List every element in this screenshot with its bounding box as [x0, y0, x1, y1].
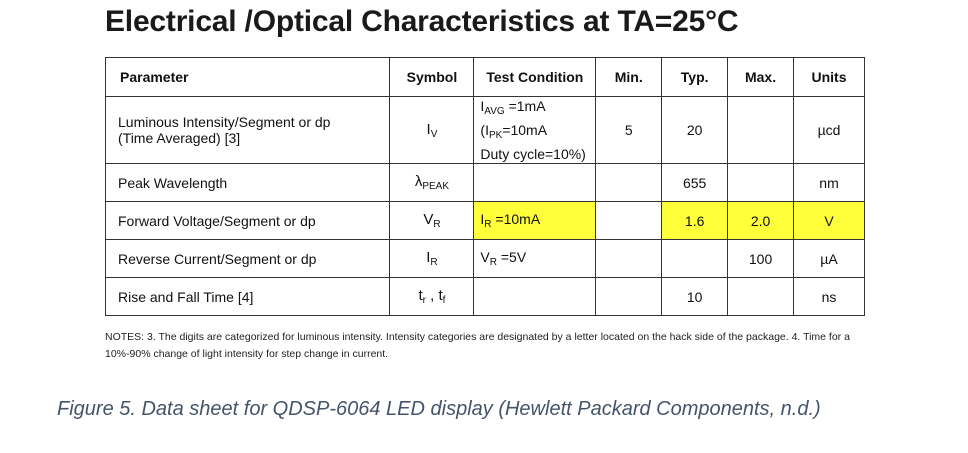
cell-units: µA: [793, 239, 865, 278]
cell-condition: [473, 163, 597, 202]
figure-caption: Figure 5. Data sheet for QDSP-6064 LED d…: [57, 398, 821, 420]
cell-symbol: VR: [389, 201, 475, 240]
cell-parameter: Peak Wavelength: [104, 163, 391, 202]
header-typ: Typ.: [661, 57, 729, 97]
symbol-sub: R: [430, 257, 438, 268]
table-row: Peak Wavelength λPEAK 655 nm: [104, 163, 865, 202]
symbol-sub: R: [433, 219, 441, 230]
condition-line: IAVG =1mA: [480, 98, 546, 117]
cell-max: [727, 163, 795, 202]
cell-symbol: tr , tf: [389, 277, 475, 316]
cell-parameter: Forward Voltage/Segment or dp: [104, 201, 391, 240]
symbol-sub: PEAK: [422, 181, 450, 192]
characteristics-table: Parameter Symbol Test Condition Min. Typ…: [104, 57, 865, 316]
condition-line: (IPK=10mA: [480, 122, 548, 141]
cell-min: [595, 201, 663, 240]
table-row: Rise and Fall Time [4] tr , tf 10 ns: [104, 277, 865, 316]
cell-min: [595, 277, 663, 316]
cell-typ: 20: [661, 96, 729, 164]
header-parameter: Parameter: [104, 57, 391, 97]
table-notes: NOTES: 3. The digits are categorized for…: [105, 331, 850, 360]
symbol-base: V: [423, 211, 434, 228]
cell-units: µcd: [793, 96, 865, 164]
cell-max-highlighted: 2.0: [727, 201, 795, 240]
symbol-base: I: [426, 249, 431, 266]
cell-min: [595, 163, 663, 202]
parameter-line: (Time Averaged) [3]: [118, 130, 241, 146]
cell-symbol: λPEAK: [389, 163, 475, 202]
header-min: Min.: [595, 57, 663, 97]
cell-typ: [661, 239, 729, 278]
header-units: Units: [793, 57, 865, 97]
cell-units: ns: [793, 277, 865, 316]
cell-symbol: IR: [389, 239, 475, 278]
cell-max: [727, 96, 795, 164]
cell-condition: VR =5V: [473, 239, 597, 278]
condition-line: Duty cycle=10%): [480, 146, 586, 162]
header-symbol: Symbol: [389, 57, 475, 97]
cell-typ: 10: [661, 277, 729, 316]
cell-typ: 655: [661, 163, 729, 202]
symbol-sub: V: [430, 128, 438, 140]
cell-typ-highlighted: 1.6: [661, 201, 729, 240]
symbol-base: λ: [414, 173, 423, 190]
table-row: Forward Voltage/Segment or dp VR IR =10m…: [104, 201, 865, 240]
cell-parameter: Rise and Fall Time [4]: [104, 277, 391, 316]
cell-units-highlighted: V: [793, 201, 865, 240]
cell-max: 100: [727, 239, 795, 278]
cell-condition: [473, 277, 597, 316]
cell-max: [727, 277, 795, 316]
cell-min: [595, 239, 663, 278]
cell-units: nm: [793, 163, 865, 202]
table-header-row: Parameter Symbol Test Condition Min. Typ…: [104, 57, 865, 97]
symbol-base: I: [426, 120, 431, 138]
cell-condition-highlighted: IR =10mA: [473, 201, 597, 240]
table-row: Luminous Intensity/Segment or dp (Time A…: [104, 96, 865, 164]
page-title: Electrical /Optical Characteristics at T…: [105, 5, 739, 38]
header-test-condition: Test Condition: [473, 57, 597, 97]
cell-parameter: Reverse Current/Segment or dp: [104, 239, 391, 278]
header-max: Max.: [727, 57, 795, 97]
parameter-line: Luminous Intensity/Segment or dp: [118, 114, 331, 130]
cell-condition: IAVG =1mA (IPK=10mA Duty cycle=10%): [473, 96, 597, 164]
cell-min: 5: [595, 96, 663, 164]
cell-symbol: IV: [389, 96, 475, 164]
cell-parameter: Luminous Intensity/Segment or dp (Time A…: [104, 96, 391, 164]
table-row: Reverse Current/Segment or dp IR VR =5V …: [104, 239, 865, 278]
